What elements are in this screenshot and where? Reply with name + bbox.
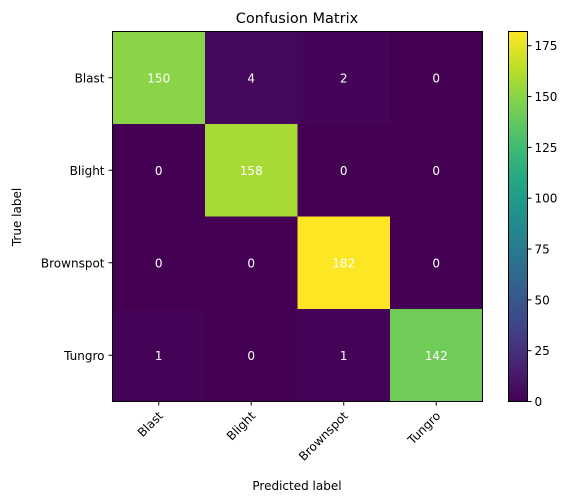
heatmap-cell xyxy=(297,124,391,217)
x-tick-label: Brownspot xyxy=(296,409,351,464)
cell-value-label: 0 xyxy=(432,71,440,85)
colorbar-tick-label: 100 xyxy=(535,192,558,206)
cell-value-label: 1 xyxy=(340,349,348,363)
x-axis-ticks: Blast Blight Brownspot Tungro xyxy=(135,401,443,464)
colorbar: 0 25 50 75 100 125 150 175 xyxy=(508,31,558,409)
cell-value-label: 0 xyxy=(247,256,255,270)
colorbar-tick-label: 75 xyxy=(535,243,550,257)
heatmap-cell xyxy=(205,309,298,402)
heatmap-cells xyxy=(112,31,483,402)
colorbar-gradient xyxy=(508,31,528,402)
cell-value-label: 0 xyxy=(155,164,163,178)
cell-value-label: 158 xyxy=(240,164,263,178)
x-tick-label: Blight xyxy=(224,409,259,444)
heatmap-cell xyxy=(390,216,483,310)
colorbar-tick-label: 50 xyxy=(535,293,550,307)
heatmap-cell xyxy=(112,31,206,125)
heatmap-cell xyxy=(390,31,483,125)
cell-value-label: 0 xyxy=(155,256,163,270)
x-tick-label: Blast xyxy=(135,409,166,440)
heatmap-cell xyxy=(297,216,391,310)
cell-value-label: 182 xyxy=(332,256,355,270)
y-axis-ticks: Blast Blight Brownspot Tungro xyxy=(41,71,113,363)
heatmap-cell xyxy=(112,124,206,217)
cell-value-label: 0 xyxy=(432,164,440,178)
cell-value-label: 0 xyxy=(432,256,440,270)
colorbar-tick-label: 175 xyxy=(535,39,558,53)
heatmap-cell xyxy=(297,31,391,125)
cell-value-label: 0 xyxy=(340,164,348,178)
plot-frame xyxy=(112,31,483,402)
y-tick-label: Blast xyxy=(75,71,105,85)
colorbar-tick-label: 0 xyxy=(535,395,543,409)
cell-value-labels: 150 4 2 0 0 158 0 0 0 0 182 0 1 0 1 142 xyxy=(147,71,447,363)
y-tick-label: Blight xyxy=(70,164,105,178)
y-tick-label: Brownspot xyxy=(41,256,105,270)
cell-value-label: 4 xyxy=(247,71,255,85)
colorbar-tick-label: 150 xyxy=(535,90,558,104)
y-axis-label: True label xyxy=(10,188,24,247)
heatmap-cell xyxy=(112,309,206,402)
heatmap-cell xyxy=(205,124,298,217)
heatmap-cell xyxy=(297,309,391,402)
cell-value-label: 150 xyxy=(147,71,170,85)
cell-value-label: 2 xyxy=(340,71,348,85)
colorbar-frame xyxy=(508,31,528,402)
colorbar-tick-label: 25 xyxy=(535,344,550,358)
heatmap-cell xyxy=(112,216,206,310)
colorbar-tick-label: 125 xyxy=(535,141,558,155)
heatmap-cell xyxy=(205,31,298,125)
heatmap-cell xyxy=(205,216,298,310)
cell-value-label: 1 xyxy=(155,349,163,363)
heatmap-cell xyxy=(390,309,483,402)
x-tick-label: Tungro xyxy=(404,409,443,448)
heatmap-cell xyxy=(390,124,483,217)
cell-value-label: 0 xyxy=(247,349,255,363)
chart-title: Confusion Matrix xyxy=(236,11,359,27)
cell-value-label: 142 xyxy=(425,349,448,363)
y-tick-label: Tungro xyxy=(63,349,104,363)
x-axis-label: Predicted label xyxy=(252,479,341,493)
